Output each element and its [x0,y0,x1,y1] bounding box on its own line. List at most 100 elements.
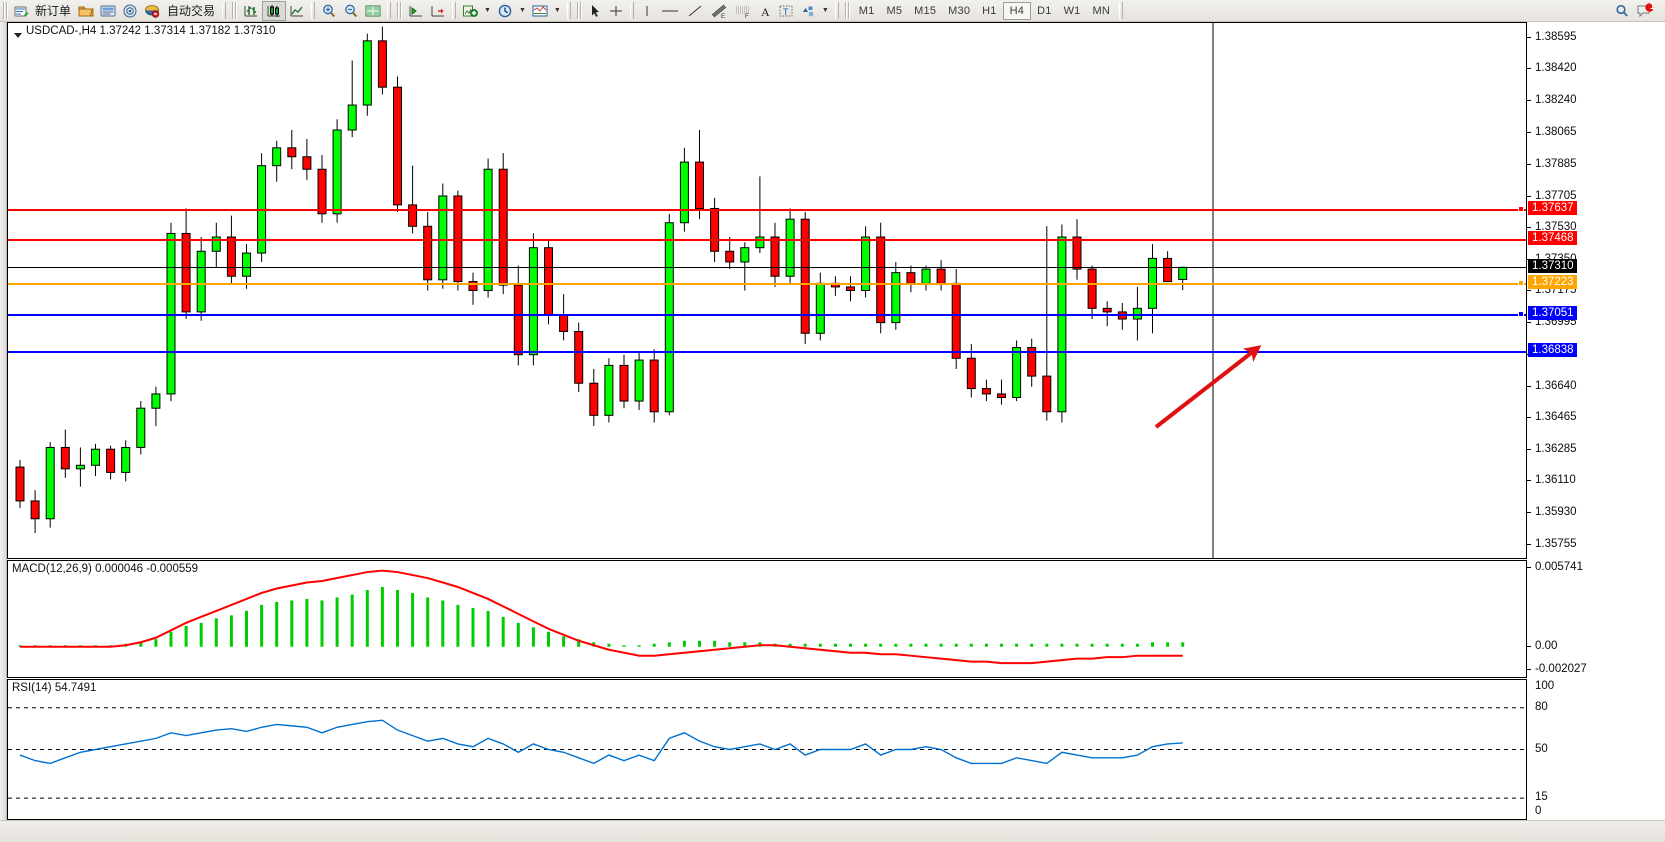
support-line-1-handle[interactable] [1518,310,1524,317]
new-order-label[interactable]: 新订单 [35,4,72,18]
price-tick [1527,195,1531,197]
text-label-icon[interactable]: T [775,1,797,21]
svg-text:E: E [721,14,725,19]
macd-tick [1527,669,1531,670]
last-price-line[interactable] [8,267,1526,269]
crosshair-icon[interactable] [605,1,627,21]
text-icon[interactable]: A [755,1,775,21]
rsi-axis[interactable]: 100 80 50 15 0 [1527,679,1665,820]
price-chart-panel[interactable]: USDCAD-,H4 1.37242 1.37314 1.37182 1.373… [7,22,1527,559]
rsi-tick-label: 80 [1535,700,1548,713]
timeframe-h4[interactable]: H4 [1002,1,1032,20]
price-axis[interactable]: 1.38595 1.38420 1.38240 1.38065 1.37885 1.377… [1527,22,1665,559]
toolbar-grip[interactable] [3,2,8,19]
navigator-icon[interactable] [119,1,141,21]
price-tick-label: 1.36285 [1535,443,1577,456]
toolbar-grip-5[interactable] [844,2,850,19]
timeframe-m5[interactable]: M5 [886,4,903,17]
toolbar-grip-2[interactable] [232,2,238,19]
bid-price-line[interactable] [8,282,1526,285]
line-chart-icon[interactable] [286,1,308,21]
price-tick-label: 1.36110 [1535,474,1576,487]
fibonacci-icon[interactable]: F [731,1,755,21]
rsi-label: RSI(14) 54.7491 [12,682,97,694]
new-order-icon[interactable] [11,1,31,21]
resistance-line-2-tag[interactable]: 1.37468 [1528,231,1577,246]
rsi-tick-label: 0 [1535,805,1542,817]
timeframe-h1[interactable]: H1 [982,4,997,17]
macd-panel[interactable]: MACD(12,26,9) 0.000046 -0.000559 [7,560,1527,678]
toolbar-divider-8 [1118,2,1123,19]
price-tick [1527,131,1531,133]
auto-scroll-icon[interactable] [427,1,449,21]
chart-vertical-scrollbar[interactable] [0,22,7,820]
cursor-icon[interactable] [585,1,605,21]
macd-plot [18,569,1185,665]
timeframe-m30[interactable]: M30 [948,4,971,17]
timeframe-w1[interactable]: W1 [1063,4,1081,17]
toolbar-grip-3[interactable] [397,2,403,19]
macd-axis[interactable]: 0.005741 0.00 -0.002027 [1527,560,1665,678]
equidistant-channel-icon[interactable]: E [707,1,731,21]
shapes-dropdown-caret[interactable]: ▼ [821,7,829,14]
candlestick-chart-icon[interactable] [262,0,287,21]
rsi-plot [8,707,1526,799]
chart-shift-icon[interactable] [405,1,427,21]
rsi-panel[interactable]: RSI(14) 54.7491 [7,679,1527,820]
bid-price-line-tag[interactable]: 1.37223 [1528,274,1577,289]
alerts-badge-count: 1 [1649,0,1655,11]
shapes-icon[interactable] [797,1,819,21]
last-price-line-tag[interactable]: 1.37310 [1528,259,1577,274]
timeframe-mn[interactable]: MN [1092,4,1110,17]
support-line-2-tag[interactable]: 1.36838 [1528,343,1577,358]
symbol-dropdown-caret[interactable] [14,33,22,38]
price-tick [1527,100,1531,102]
vertical-line-icon[interactable] [637,1,657,21]
toolbar-divider-1 [222,2,227,19]
trendline-icon[interactable] [683,1,707,21]
folder-icon[interactable] [75,1,97,21]
terminal-icon[interactable] [97,1,119,21]
macd-tick-label: 0.005741 [1535,561,1583,573]
macd-tick [1527,645,1531,647]
toolbar-grip-4[interactable] [576,2,582,19]
bid-price-line-handle[interactable] [1518,279,1524,286]
horizontal-line-icon[interactable] [657,1,683,21]
support-line-1[interactable] [8,313,1526,316]
macd-tick [1527,567,1531,568]
auto-trading-icon[interactable] [141,1,163,21]
timeframe-m1[interactable]: M1 [858,4,875,17]
alerts-icon[interactable]: 1 [1633,1,1657,21]
chart-title: USDCAD-,H4 1.37242 1.37314 1.37182 1.373… [26,25,276,37]
zoom-out-icon[interactable] [340,1,362,21]
resistance-line-1-tag[interactable]: 1.37637 [1528,201,1577,215]
price-tick [1527,512,1531,514]
main-toolbar: 新订单 [0,0,1665,22]
support-line-1-tag[interactable]: 1.37051 [1528,305,1577,320]
tile-windows-icon[interactable] [362,1,384,21]
zoom-in-icon[interactable] [318,1,340,21]
auto-trading-label[interactable]: 自动交易 [167,4,216,18]
period-dropdown-caret[interactable]: ▼ [518,7,526,14]
indicators-icon[interactable] [459,1,481,21]
resistance-line-1[interactable] [8,209,1526,211]
support-line-2[interactable] [8,351,1526,354]
templates-icon[interactable] [529,1,551,21]
price-tick-label: 1.35930 [1535,506,1577,519]
macd-tick-label: 0.00 [1535,639,1558,652]
period-icon[interactable] [494,1,516,21]
price-tick [1527,385,1531,387]
svg-text:F: F [745,14,749,19]
timeframe-m15[interactable]: M15 [914,4,937,17]
resistance-line-1-handle[interactable] [1518,206,1524,212]
search-icon[interactable] [1611,1,1633,21]
up-trend-arrow[interactable] [8,23,1526,558]
resistance-line-2[interactable] [8,239,1526,242]
timeframe-d1[interactable]: D1 [1037,4,1052,17]
rsi-tick-label: 100 [1535,680,1555,692]
bar-chart-icon[interactable] [240,1,262,21]
indicators-dropdown-caret[interactable]: ▼ [484,7,491,14]
price-tick [1527,37,1531,39]
templates-dropdown-caret[interactable]: ▼ [553,7,561,14]
price-tick-label: 1.38065 [1535,125,1577,138]
